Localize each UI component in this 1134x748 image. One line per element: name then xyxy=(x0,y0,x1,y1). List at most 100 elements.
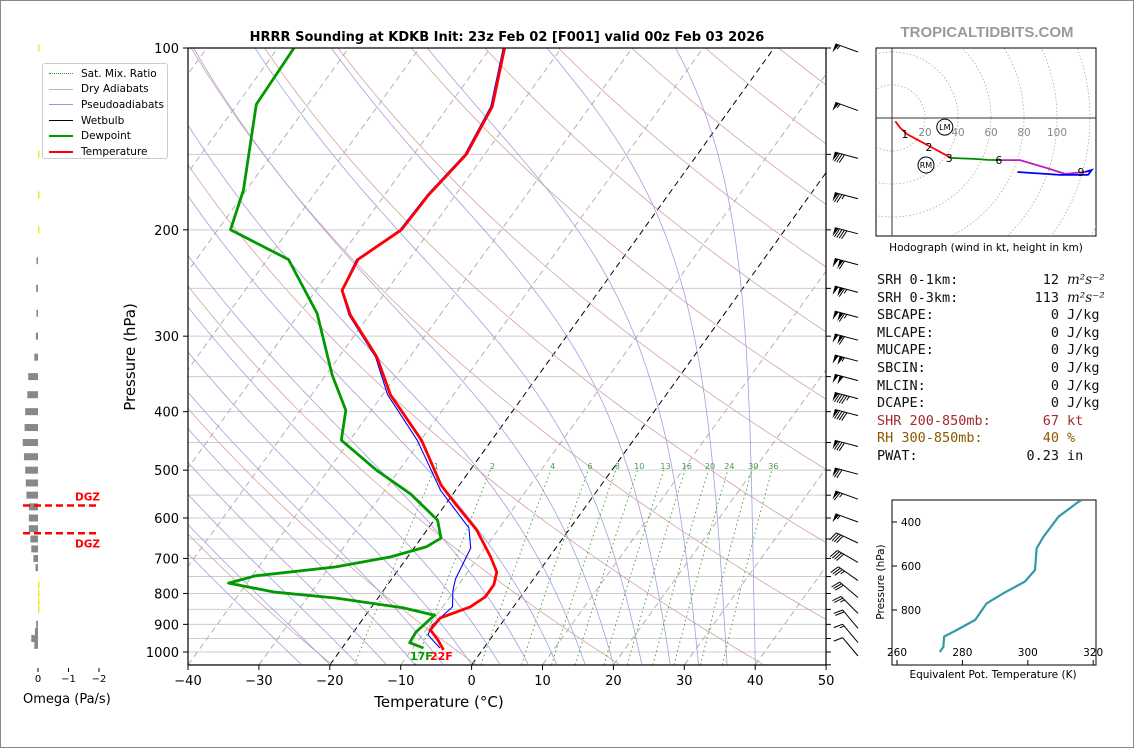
isotherm-line xyxy=(188,48,633,665)
hodograph-trace xyxy=(1000,159,1086,175)
mixing-ratio-label: 8 xyxy=(615,462,620,471)
barb-full xyxy=(833,492,841,501)
omega-bar-sinking xyxy=(24,424,38,432)
theta-e-ytick-label: 800 xyxy=(901,605,921,617)
barb-pennant xyxy=(832,409,839,419)
barb-pennant xyxy=(832,490,840,500)
stat-label: MLCAPE: xyxy=(877,324,934,341)
dewpoint-line xyxy=(227,48,443,650)
hodograph-height-label: 1 xyxy=(901,128,908,141)
omega-bar-sinking xyxy=(34,353,38,361)
stat-unit: kt xyxy=(1067,412,1084,429)
theta-e-panel: 260 280 300 320 400 600 800 xyxy=(887,499,1103,666)
mixing-ratio-label: 20 xyxy=(705,462,715,471)
mixing-ratio-label: 30 xyxy=(748,462,758,471)
omega-bar-sinking xyxy=(35,332,38,340)
wind-barb xyxy=(832,392,859,404)
barb-full xyxy=(836,194,843,203)
barb-staff xyxy=(842,623,859,643)
barb-pennant xyxy=(832,311,839,320)
barb-full xyxy=(838,336,845,345)
pseudoadiabat xyxy=(675,48,756,665)
stat-value: 67 xyxy=(1042,412,1059,429)
mixing-ratio-label: 10 xyxy=(634,462,644,471)
wind-barb xyxy=(832,43,859,53)
stat-value: 0 xyxy=(1050,377,1059,394)
watermark: TROPICALTIDBITS.COM xyxy=(900,24,1073,41)
barb-pennant xyxy=(832,258,839,268)
x-tick-label: −20 xyxy=(316,674,343,689)
barb-full xyxy=(834,393,841,402)
legend-swatch xyxy=(49,135,73,138)
legend-item: Dewpoint xyxy=(43,128,167,144)
legend-label: Sat. Mix. Ratio xyxy=(81,67,157,80)
barb-pennant xyxy=(832,513,840,523)
theta-e-xtick-label: 320 xyxy=(1083,647,1103,659)
omega-bar-sinking xyxy=(36,309,38,317)
barb-half xyxy=(841,357,845,362)
barb-full xyxy=(831,551,840,559)
x-tick-label: 40 xyxy=(747,674,764,689)
barb-full xyxy=(838,288,845,297)
wind-barb xyxy=(832,354,859,365)
omega-bar-sinking xyxy=(25,408,38,416)
barb-full xyxy=(834,193,841,203)
barb-full xyxy=(834,468,841,478)
omega-bar-sinking xyxy=(35,564,38,572)
omega-tick-label: −1 xyxy=(61,674,76,685)
barb-pennant xyxy=(832,467,839,477)
barb-full xyxy=(834,410,841,419)
barb-full xyxy=(841,395,848,404)
barb-pennant xyxy=(832,192,839,202)
hodograph-ring-label: 40 xyxy=(951,127,964,139)
barb-staff xyxy=(836,532,859,544)
barb-full xyxy=(834,552,842,560)
hodograph-height-label: 9 xyxy=(1078,166,1085,179)
stat-unit: m²s⁻² xyxy=(1067,289,1105,306)
barb-pennant xyxy=(832,102,840,111)
legend-swatch xyxy=(49,104,73,106)
pseudoadiabat xyxy=(254,48,643,665)
stat-unit: J/kg xyxy=(1067,359,1100,376)
theta-e-ytick-label: 600 xyxy=(901,561,921,573)
barb-staff xyxy=(834,373,859,382)
stat-row: DCAPE: 0 J/kg xyxy=(877,395,1105,413)
stat-label: RH 300-850mb: xyxy=(877,430,983,447)
wind-barb xyxy=(832,513,859,523)
mixing-ratio-label: 13 xyxy=(660,462,670,471)
wind-barbs xyxy=(829,43,859,657)
legend-label: Dry Adiabats xyxy=(81,83,149,96)
barb-full xyxy=(836,229,843,238)
hodograph-trace xyxy=(951,157,1001,161)
omega-bar-sinking xyxy=(28,525,38,533)
barb-half xyxy=(836,515,841,520)
omega-bar-sinking xyxy=(36,257,38,265)
x-tick-label: 50 xyxy=(818,674,835,689)
pseudoadiabat xyxy=(188,195,558,665)
wind-barb xyxy=(830,566,859,581)
pseudoadiabat xyxy=(188,523,331,665)
hodograph-ring-label: 80 xyxy=(1017,127,1030,139)
stat-unit: J/kg xyxy=(1067,395,1100,412)
hodograph-trace xyxy=(1017,168,1095,176)
barb-full xyxy=(834,597,844,603)
barb-half xyxy=(843,314,848,319)
omega-bar-sinking xyxy=(22,439,38,447)
hodograph-plot: 20 40 60 80 100 1 2 3 6 9 LM RM xyxy=(876,48,1096,236)
dry-adiabat xyxy=(190,48,826,620)
legend-swatch xyxy=(49,73,73,75)
stat-label: MLCIN: xyxy=(877,377,926,394)
y-tick-label: 300 xyxy=(154,330,179,345)
dry-adiabat xyxy=(188,407,477,665)
barb-pennant xyxy=(837,287,844,297)
legend-item: Sat. Mix. Ratio xyxy=(43,66,167,82)
barb-full xyxy=(831,533,839,542)
barb-full xyxy=(831,581,840,588)
stat-value: 0 xyxy=(1050,342,1059,359)
wind-barb xyxy=(832,439,859,452)
barb-pennant xyxy=(832,440,839,450)
stat-unit: J/kg xyxy=(1067,342,1100,359)
stat-unit: J/kg xyxy=(1067,324,1100,341)
barb-pennant xyxy=(832,227,839,237)
theta-e-ylabel: Pressure (hPa) xyxy=(875,544,887,619)
